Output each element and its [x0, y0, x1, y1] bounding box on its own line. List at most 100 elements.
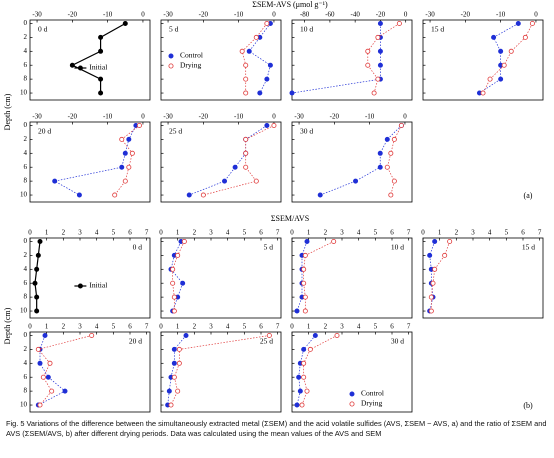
data-point	[112, 192, 118, 198]
x-tick-label: -30	[32, 11, 42, 19]
x-tick-label: -60	[325, 11, 335, 19]
plot-frame	[291, 121, 413, 203]
x-tick-label: 2	[62, 229, 66, 237]
plot-frame	[291, 19, 413, 101]
data-point	[69, 62, 75, 68]
x-tick-label: 0	[28, 229, 32, 237]
data-point	[129, 150, 135, 156]
x-tick-label: 2	[193, 229, 197, 237]
panel-title: 0 d	[133, 243, 143, 252]
data-point	[428, 308, 434, 314]
data-point	[375, 76, 381, 82]
data-point	[317, 192, 323, 198]
data-point	[398, 122, 404, 128]
panel-tag: (b)	[523, 401, 533, 410]
data-point	[487, 76, 493, 82]
x-tick-label: -20	[199, 113, 209, 121]
x-tick-label: 2	[62, 323, 66, 331]
panel-title: 15 d	[431, 25, 444, 34]
data-point	[35, 252, 41, 258]
data-point	[243, 164, 249, 170]
series-line	[367, 23, 400, 94]
data-point	[301, 346, 307, 352]
data-point	[122, 178, 128, 184]
x-tick-label: 4	[226, 229, 230, 237]
data-point	[307, 346, 313, 352]
series-line	[172, 241, 185, 312]
x-tick-label: 3	[209, 323, 213, 331]
x-tick-label: -10	[103, 113, 113, 121]
data-point	[396, 20, 402, 26]
data-point	[181, 238, 187, 244]
x-tick-label: 0	[421, 229, 425, 237]
series-line	[189, 125, 268, 196]
x-tick-label: -30	[163, 11, 173, 19]
data-point	[365, 62, 371, 68]
data-point	[175, 252, 181, 258]
data-point	[40, 374, 46, 380]
data-point	[331, 238, 337, 244]
x-tick-label: 5	[505, 229, 509, 237]
x-tick-label: 1	[176, 323, 180, 331]
data-point	[491, 34, 497, 40]
legend-marker	[349, 391, 355, 397]
data-point	[170, 266, 176, 272]
series-line	[430, 241, 450, 312]
plot-frame	[291, 237, 413, 319]
x-tick-label: -30	[163, 113, 173, 121]
series-line	[37, 335, 92, 406]
data-point	[222, 178, 228, 184]
x-tick-label: -20	[199, 11, 209, 19]
data-point	[37, 238, 43, 244]
data-point	[119, 136, 125, 142]
legend-marker	[168, 53, 174, 59]
data-point	[430, 280, 436, 286]
data-point	[253, 34, 259, 40]
x-tick-label: 3	[78, 229, 82, 237]
panel-title: 10 d	[391, 243, 404, 252]
y-tick-label: 4	[24, 265, 28, 273]
x-tick-label: -10	[234, 11, 244, 19]
series-line	[301, 335, 338, 406]
plot-frame	[422, 237, 544, 319]
x-tick-label: 6	[390, 323, 394, 331]
plot-frame	[291, 331, 413, 413]
series-line	[167, 335, 187, 406]
data-point	[375, 34, 381, 40]
y-tick-label: 4	[24, 47, 28, 55]
x-tick-label: 4	[226, 323, 230, 331]
data-point	[264, 20, 270, 26]
data-point	[243, 62, 249, 68]
series-line	[53, 125, 137, 196]
legend-marker	[77, 65, 83, 71]
data-point	[432, 266, 438, 272]
data-point	[522, 34, 528, 40]
x-tick-label: 7	[276, 229, 280, 237]
y-tick-label: 0	[24, 237, 28, 245]
series-line	[303, 241, 334, 312]
x-tick-label: 0	[404, 11, 408, 19]
series-line	[114, 125, 140, 196]
legend-label: Initial	[89, 63, 107, 72]
x-tick-label: 4	[95, 323, 99, 331]
data-point	[175, 388, 181, 394]
data-point	[183, 332, 189, 338]
x-tick-label: 5	[112, 323, 116, 331]
plot-frame	[29, 121, 151, 203]
data-point	[243, 150, 249, 156]
data-point	[301, 374, 307, 380]
x-tick-label: 3	[209, 229, 213, 237]
data-point	[98, 48, 104, 54]
data-point	[98, 90, 104, 96]
series-line	[429, 241, 435, 312]
y-tick-label: 2	[24, 251, 28, 259]
series-line	[241, 23, 268, 94]
x-tick-label: -20	[330, 113, 340, 121]
data-point	[122, 20, 128, 26]
data-point	[257, 90, 263, 96]
x-tick-label: 1	[438, 229, 442, 237]
data-point	[391, 136, 397, 142]
series-line	[320, 125, 402, 196]
x-tick-label: -20	[376, 11, 386, 19]
series-line	[70, 22, 126, 94]
